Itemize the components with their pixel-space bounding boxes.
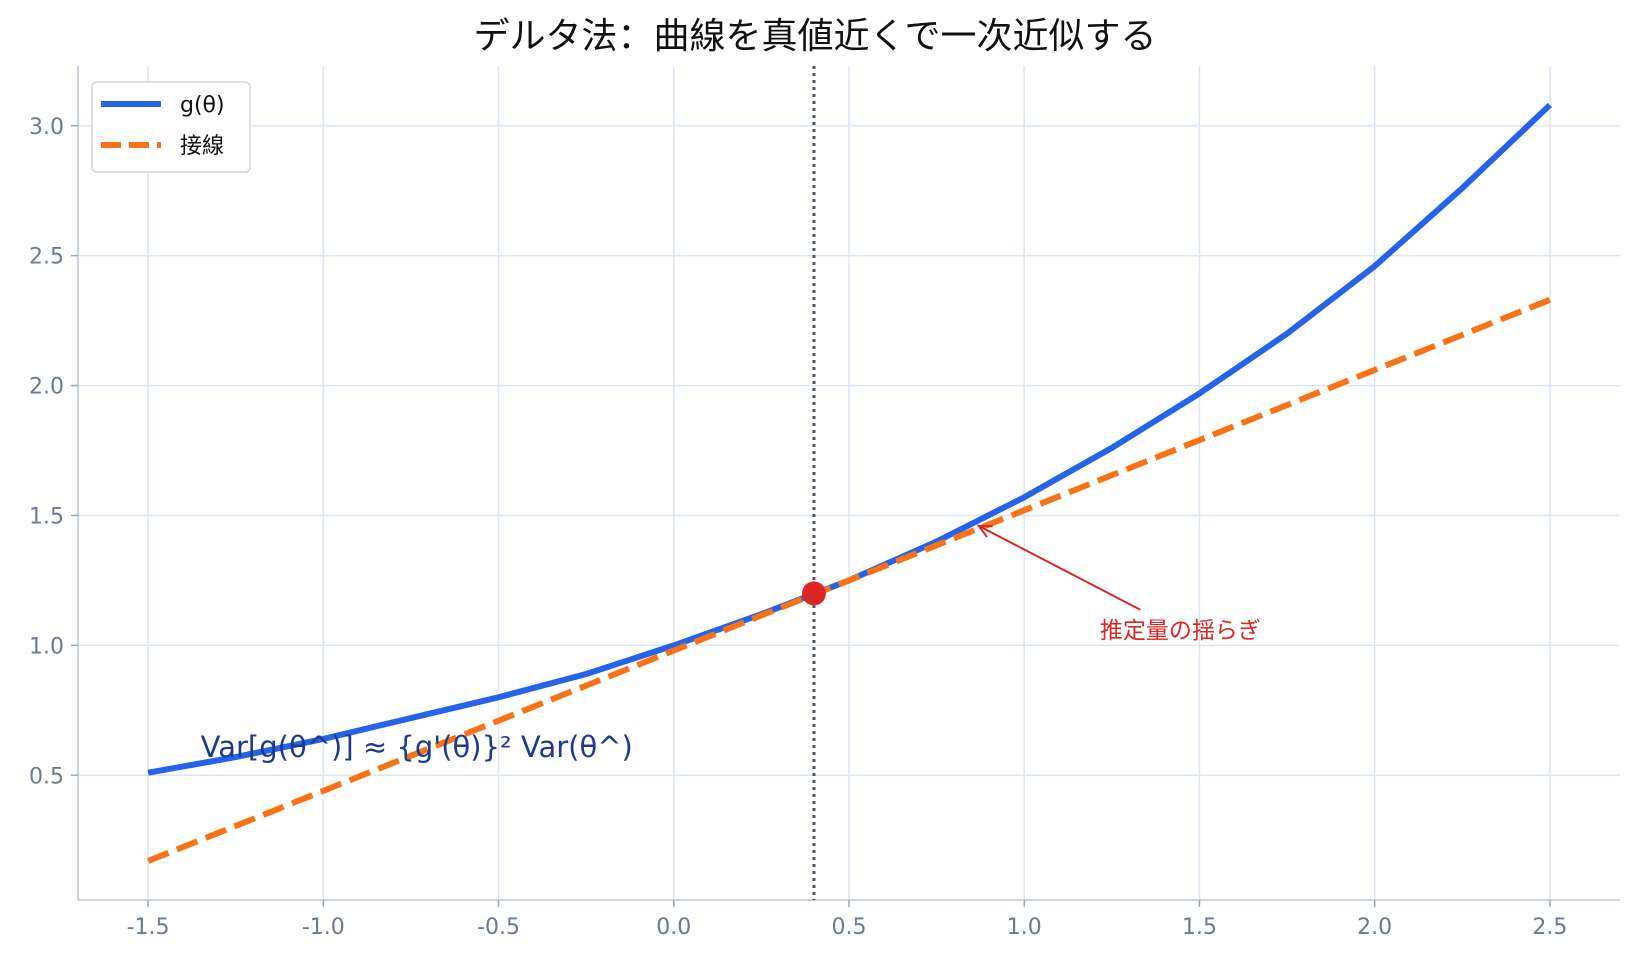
series-line-tangent [146,297,1552,864]
y-tick-label: 2.5 [29,245,64,270]
legend-label-tangent: 接線 [180,134,224,159]
chart-title: デルタ法：曲線を真値近くで一次近似する [474,16,1157,57]
x-tick-label: 1.5 [1182,915,1217,940]
grid [78,66,1620,900]
x-tick-label: 1.0 [1007,915,1042,940]
x-tick-label: -1.5 [127,915,170,940]
legend-box [91,81,251,173]
x-tick-label: 0.0 [656,915,691,940]
ticks: -1.5 -1.0 -0.5 0.0 0.5 1.0 1.5 2.0 2.5 0.5 1.0 1.5 2… [29,115,1567,940]
annotation-arrow [978,524,1141,611]
x-tick-label: -1.0 [302,915,345,940]
y-tick-label: 0.5 [29,764,64,789]
x-tick-label: 0.5 [832,915,867,940]
x-tick-label: 2.0 [1357,915,1392,940]
annotation-label: 推定量の揺らぎ [1100,618,1261,644]
y-tick-label: 3.0 [29,115,64,140]
x-tick-label: 2.5 [1532,915,1567,940]
y-tick-label: 2.0 [29,375,64,400]
annotation-arrow-head [976,524,993,538]
x-tick-label: -0.5 [477,915,520,940]
legend-label-g: g(θ) [180,93,225,118]
y-tick-label: 1.0 [29,634,64,659]
formula-annotation: Var[g(θ^)] ≈ {g'(θ)}² Var(θ^) [201,730,633,764]
y-tick-label: 1.5 [29,504,64,529]
legend: g(θ) 接線 [91,81,251,173]
true-value-point [801,581,826,606]
